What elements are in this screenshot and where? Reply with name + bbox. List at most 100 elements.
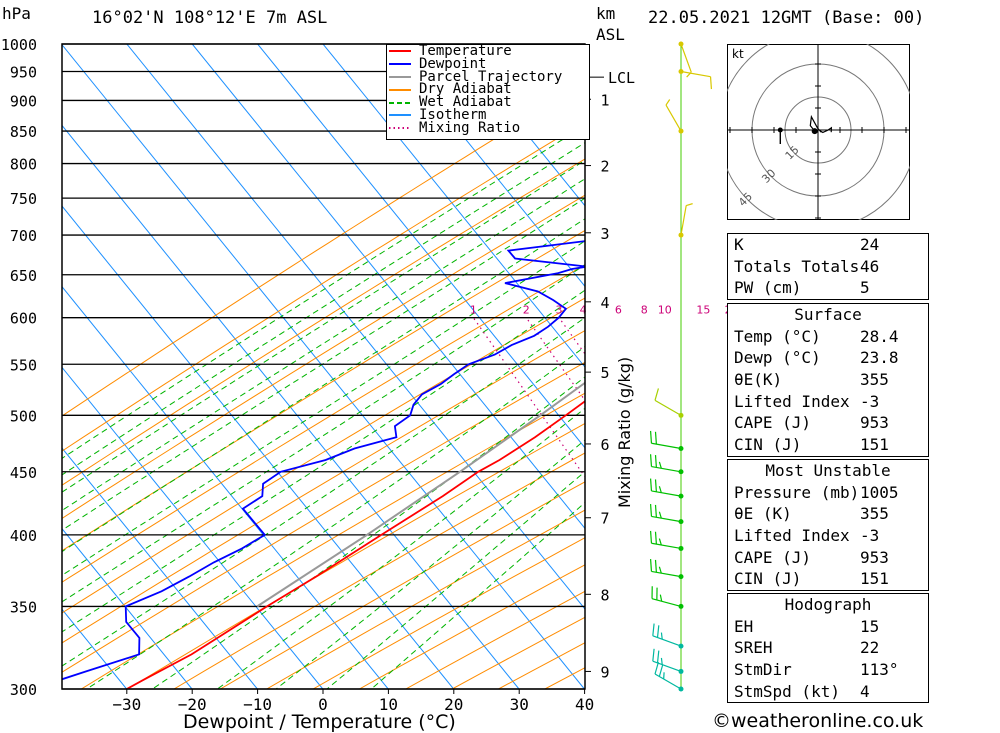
pressure-tick-label: 750: [10, 190, 37, 208]
dry-adiabat-line: [127, 422, 585, 689]
wind-barb-flag: [652, 623, 655, 636]
wind-barb-staff: [680, 205, 687, 236]
hodograph-trace: [809, 114, 833, 134]
mixing-ratio-label: 10: [658, 304, 672, 317]
index-row: Lifted Index -3: [728, 525, 928, 547]
index-label: Pressure (mb): [734, 482, 860, 502]
index-row: CIN (J) 151: [728, 434, 928, 456]
credit-link[interactable]: ©weatheronline.co.uk: [712, 710, 924, 732]
isotherm-line: [191, 44, 585, 530]
isotherm-line: [62, 527, 193, 689]
index-value: 46: [860, 256, 880, 276]
pressure-tick-label: 550: [10, 356, 37, 374]
series-parcel-trajectory: [256, 381, 585, 608]
index-label: θE(K): [734, 370, 783, 390]
wind-barb-flag: [649, 559, 653, 572]
wind-barb-flag: [654, 479, 657, 492]
pressure-tick-label: 950: [10, 63, 37, 81]
temp-tick-label: 20: [444, 695, 463, 714]
dry-adiabat-line: [220, 481, 585, 689]
index-label: θE (K): [734, 504, 792, 524]
index-row: Pressure (mb) 1005: [728, 482, 928, 504]
height-tick-label: 8: [600, 586, 609, 604]
index-value: 28.4: [860, 326, 899, 346]
index-row: Dewp (°C) 23.8: [728, 347, 928, 369]
legend-item: Mixing Ratio: [387, 119, 589, 136]
wind-barb-staff: [680, 70, 711, 78]
legend-label: Dry Adiabat: [419, 81, 512, 98]
pressure-tick-label: 350: [10, 598, 37, 616]
index-value: 355: [860, 504, 889, 524]
isotherm-line: [62, 124, 520, 689]
legend-item: Temperature: [387, 44, 589, 58]
wind-barb-staff: [665, 104, 682, 132]
dry-adiabat-line: [173, 452, 585, 689]
legend-swatch: [389, 114, 411, 117]
index-label: CAPE (J): [734, 547, 812, 567]
mixing-ratio-label: 15: [696, 304, 710, 317]
series-dewpoint: [62, 240, 585, 681]
dry-adiabat-line: [266, 509, 585, 689]
legend-swatch: [389, 88, 411, 91]
hodograph-table: Hodograph EH 15 SREH 22 StmDir 113° StmSpd (kt…: [727, 593, 929, 704]
wind-barb-flag: [654, 455, 657, 468]
wind-barb-flag: [686, 203, 693, 207]
height-tick-label: 1: [600, 91, 609, 109]
wind-barb-flag: [654, 661, 659, 675]
legend-swatch: [389, 63, 411, 66]
index-row: Lifted Index -3: [728, 391, 928, 413]
legend-label: Mixing Ratio: [419, 119, 521, 136]
x-axis-label: Dewpoint / Temperature (°C): [183, 711, 456, 733]
index-value: 151: [860, 435, 889, 455]
index-row: Totals Totals 46: [728, 256, 928, 278]
wind-barb-flag: [709, 76, 713, 90]
index-row: CIN (J) 151: [728, 568, 928, 590]
index-row: SREH 22: [728, 637, 928, 659]
wind-barb-flag: [658, 664, 664, 677]
wet-adiabat-line: [62, 317, 585, 667]
wind-barb-flag: [654, 559, 657, 573]
wind-barb-flag: [658, 511, 662, 519]
index-value: 355: [860, 370, 889, 390]
legend-label: Isotherm: [419, 106, 487, 123]
hodograph-marker: [777, 127, 783, 133]
wind-barb-flag: [654, 504, 657, 518]
hodograph-storm-marker: [811, 128, 818, 135]
y2-axis-label: Mixing Ratio (g/kg): [615, 356, 634, 508]
index-value: -3: [860, 526, 880, 546]
wind-barb-flag: [649, 454, 653, 467]
wet-adiabat-line: [62, 218, 585, 553]
index-label: CIN (J): [734, 435, 802, 455]
series-temperature: [126, 400, 585, 689]
index-row: PW (cm) 5: [728, 277, 928, 299]
lcl-label: LCL: [608, 69, 635, 87]
wet-adiabat-line: [62, 289, 585, 633]
isotherm-line: [453, 44, 585, 207]
temp-tick-label: 0: [318, 695, 328, 714]
pressure-tick-label: 900: [10, 92, 37, 110]
hodograph-title: Hodograph: [784, 595, 872, 614]
wet-adiabat-line: [62, 178, 585, 512]
location-title: 16°02'N 108°12'E 7m ASL: [92, 8, 328, 28]
wind-barb-flag: [660, 657, 663, 665]
index-label: StmSpd (kt): [734, 681, 840, 701]
wind-barb-flag: [654, 431, 657, 445]
legend-item: Wet Adiabat: [387, 95, 589, 109]
mixing-ratio-label: 4: [580, 304, 587, 317]
legend-swatch: [389, 101, 411, 104]
height-tick-label: 5: [600, 364, 609, 382]
pressure-tick-label: 650: [10, 267, 37, 285]
legend-label: Parcel Trajectory: [419, 68, 563, 85]
isotherm-line: [62, 366, 324, 689]
wind-barb-flag: [665, 99, 671, 106]
wind-barb-flag: [660, 632, 663, 640]
wind-barb-flag: [658, 486, 662, 493]
mixing-ratio-label: 2: [523, 304, 530, 317]
isotherm-line: [257, 44, 585, 449]
wind-barb-flag: [658, 461, 662, 469]
index-label: EH: [734, 616, 754, 636]
most-unstable-table: Most Unstable Pressure (mb) 1005 θE (K) 355…: [727, 459, 929, 592]
pressure-tick-label: 1000: [1, 36, 37, 54]
index-label: SREH: [734, 638, 773, 658]
